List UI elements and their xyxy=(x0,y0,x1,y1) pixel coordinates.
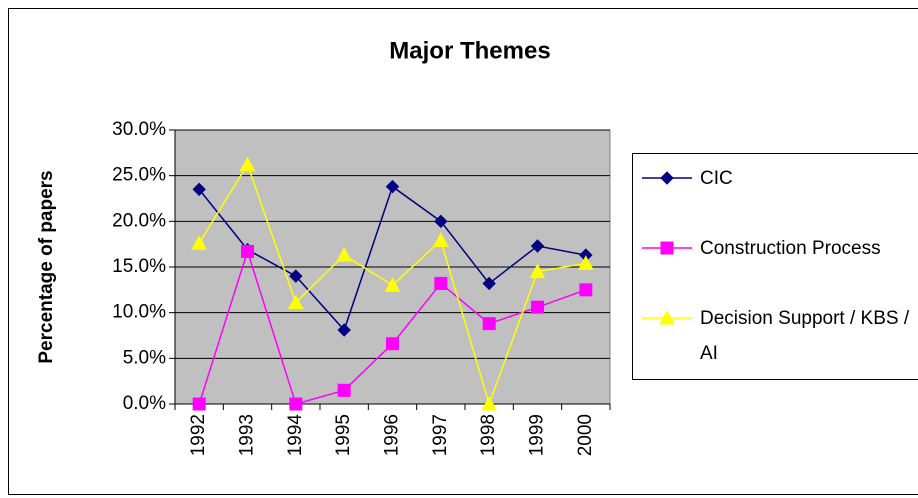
legend-label: Decision Support / KBS / AI xyxy=(700,307,910,364)
x-tick-label: 1993 xyxy=(237,414,258,456)
data-point xyxy=(529,263,546,279)
y-tick-label: 20.0% xyxy=(112,210,166,231)
x-tick-label: 1992 xyxy=(188,414,209,456)
data-point xyxy=(289,397,303,411)
data-point xyxy=(386,337,399,351)
data-point xyxy=(287,294,304,310)
x-tick-label: 1998 xyxy=(478,414,499,456)
data-point xyxy=(434,276,448,290)
y-tick-label: 25.0% xyxy=(112,165,166,186)
x-tick-label: 1999 xyxy=(527,414,548,456)
data-point xyxy=(384,277,401,292)
legend-marker xyxy=(660,241,674,255)
y-tick-label: 10.0% xyxy=(112,302,166,323)
data-point xyxy=(579,283,593,297)
x-tick-label: 1997 xyxy=(430,414,451,456)
legend-marker xyxy=(659,309,675,325)
y-tick-label: 15.0% xyxy=(112,256,166,277)
data-point xyxy=(482,317,496,331)
data-point xyxy=(577,255,594,270)
y-tick-label: 30.0% xyxy=(112,119,166,140)
legend-label: CIC xyxy=(700,167,733,189)
x-tick-label: 1995 xyxy=(333,414,354,456)
x-tick-label: 2000 xyxy=(575,414,596,456)
x-tick-label: 1996 xyxy=(382,414,403,456)
y-axis-label: Percentage of papers xyxy=(36,170,57,363)
data-point xyxy=(481,395,498,411)
data-point xyxy=(337,383,351,397)
data-point xyxy=(336,247,353,262)
chart-title: Major Themes xyxy=(389,37,550,64)
data-point xyxy=(239,156,256,172)
data-point xyxy=(192,182,206,197)
y-tick-label: 0.0% xyxy=(123,393,166,414)
data-point xyxy=(434,214,448,229)
y-tick-label: 5.0% xyxy=(123,347,166,368)
data-point xyxy=(385,179,400,194)
data-point xyxy=(289,269,303,283)
legend-label: Construction Process xyxy=(700,237,881,259)
legend-marker xyxy=(660,171,674,185)
data-point xyxy=(482,276,496,291)
data-point xyxy=(192,397,206,411)
data-point xyxy=(241,244,254,258)
data-point xyxy=(530,239,545,253)
data-point xyxy=(337,323,351,337)
legend-box xyxy=(632,153,918,380)
data-point xyxy=(531,300,544,314)
data-point xyxy=(191,235,208,250)
data-point xyxy=(432,232,449,248)
x-tick-label: 1994 xyxy=(285,414,306,457)
